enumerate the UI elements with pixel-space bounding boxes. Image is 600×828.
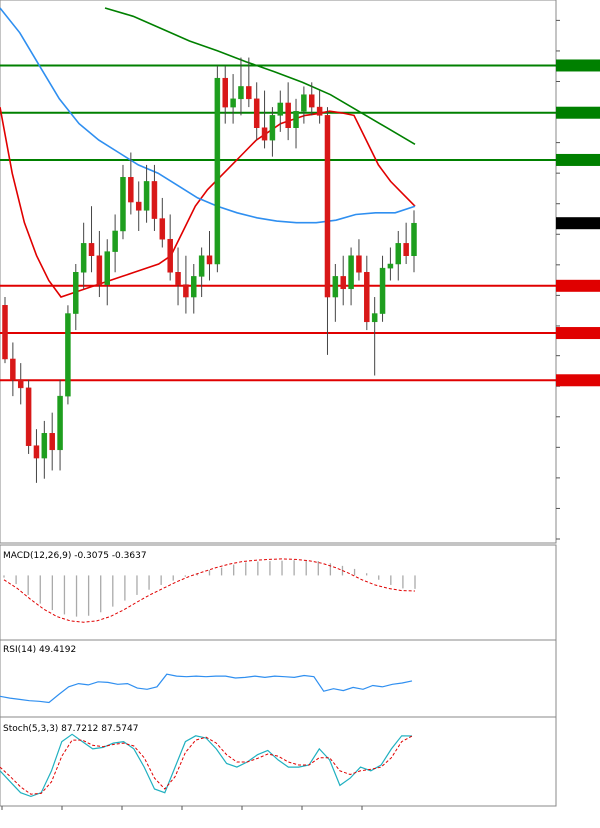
candle-body: [10, 358, 16, 380]
candle-body: [41, 433, 48, 459]
candle-body: [183, 284, 189, 298]
candle-body: [214, 77, 221, 265]
candle-body: [269, 115, 276, 141]
macd-title: MACD(12,26,9) -0.3075 -0.3637: [3, 551, 147, 561]
rsi-indicator: [0, 673, 413, 704]
stoch-d-line: [0, 735, 413, 795]
time-axis: [1, 806, 363, 810]
candle-body: [324, 115, 331, 298]
rsi-title: RSI(14) 49.4192: [3, 645, 76, 655]
price-axis: [556, 19, 560, 540]
candle-body: [17, 379, 24, 389]
moving-averages: [0, 7, 416, 298]
rsi-line: [0, 673, 413, 704]
stoch-k-line: [0, 733, 413, 798]
candle-body: [253, 98, 260, 128]
candle-body: [403, 243, 409, 256]
macd-panel: MACD(12,26,9) -0.3075 -0.3637: [0, 544, 557, 641]
candle-body: [285, 102, 291, 128]
level-price-box: [556, 279, 600, 292]
candle-body: [238, 86, 244, 100]
candle-body: [49, 433, 55, 451]
candle-body: [80, 243, 87, 273]
stochastic-indicator: [0, 733, 413, 798]
candle-body: [151, 181, 158, 219]
candle-body: [348, 255, 354, 290]
candle-body: [230, 98, 236, 108]
candle-body: [135, 201, 142, 211]
candle-body: [33, 445, 40, 459]
candle-body: [57, 395, 63, 451]
candle-body: [395, 243, 402, 265]
candle-body: [340, 276, 346, 290]
candle-body: [65, 313, 71, 397]
moving-average-line: [104, 7, 416, 145]
candle-body: [364, 272, 370, 323]
level-price-box: [556, 327, 600, 340]
macd-indicator: [3, 558, 416, 623]
candlesticks: [2, 57, 417, 483]
candle-body: [309, 94, 315, 108]
candle-body: [128, 177, 134, 203]
candle-body: [88, 243, 95, 256]
candle-body: [222, 77, 228, 108]
candle-body: [301, 94, 307, 112]
candle-body: [293, 110, 299, 128]
candle-body: [206, 255, 213, 265]
candle-body: [261, 127, 268, 141]
price-panel: [0, 0, 600, 544]
candle-body: [387, 263, 394, 269]
candle-body: [25, 387, 32, 446]
candle-body: [246, 86, 252, 100]
candle-body: [316, 106, 323, 116]
candle-body: [277, 102, 284, 116]
level-price-box: [556, 153, 600, 166]
candle-body: [2, 305, 8, 360]
moving-average-line: [0, 7, 416, 224]
candle-body: [112, 230, 118, 252]
candle-body: [167, 238, 173, 273]
rsi-panel: RSI(14) 49.4192: [0, 639, 557, 718]
stoch-title: Stoch(5,3,3) 87.7212 87.5747: [3, 724, 138, 734]
last-price-marker: [556, 217, 600, 230]
candle-body: [96, 255, 103, 285]
candle-body: [198, 255, 205, 277]
candle-body: [356, 255, 362, 273]
stoch-panel: Stoch(5,3,3) 87.7212 87.5747: [0, 716, 557, 807]
candle-body: [175, 272, 181, 285]
level-price-box: [556, 374, 600, 387]
candle-body: [332, 276, 339, 298]
candle-body: [371, 313, 378, 323]
moving-average-line: [0, 106, 416, 298]
candle-body: [379, 267, 386, 314]
level-price-box: [556, 106, 600, 119]
candle-body: [73, 272, 79, 314]
last-price-box: [556, 217, 600, 230]
support-resistance-levels: [0, 59, 600, 387]
candle-body: [104, 251, 110, 285]
macd-signal-line: [3, 558, 416, 623]
candle-body: [411, 222, 417, 256]
candle-body: [143, 181, 150, 211]
level-price-box: [556, 59, 600, 72]
candle-body: [159, 218, 166, 240]
candle-body: [191, 276, 197, 298]
candle-body: [120, 177, 126, 232]
